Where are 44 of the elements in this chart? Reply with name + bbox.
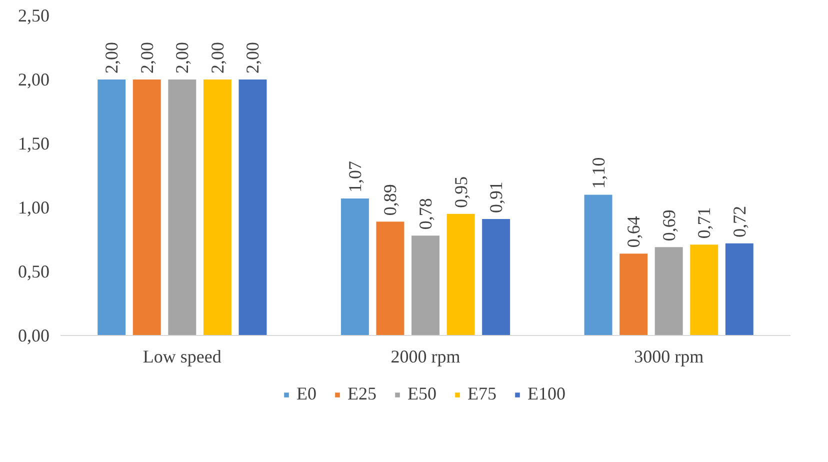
bar <box>98 80 126 336</box>
data-label: 1,07 <box>344 161 365 193</box>
data-label: 0,91 <box>486 182 506 214</box>
y-tick-label: 0,50 <box>18 262 50 282</box>
data-label: 0,71 <box>694 207 714 239</box>
legend-label: E0 <box>296 384 316 404</box>
bar <box>168 80 196 336</box>
bar <box>482 219 510 336</box>
bar <box>412 236 440 336</box>
y-tick-label: 1,00 <box>18 198 50 218</box>
bar <box>376 222 404 336</box>
bar <box>203 80 232 336</box>
y-tick-label: 2,00 <box>18 70 50 90</box>
data-label: 2,00 <box>172 42 192 74</box>
x-tick-label: 3000 rpm <box>634 346 704 366</box>
data-label: 2,00 <box>207 42 228 74</box>
bar <box>620 254 648 336</box>
bar <box>238 80 267 336</box>
data-label: 2,00 <box>102 42 122 74</box>
bar <box>340 198 369 336</box>
y-tick-label: 0,00 <box>18 326 50 346</box>
data-label: 0,78 <box>416 198 436 230</box>
bar <box>654 247 683 336</box>
bar <box>725 243 754 336</box>
legend-label: E50 <box>408 384 436 404</box>
data-label: 0,69 <box>658 210 679 242</box>
data-label: 0,95 <box>450 176 471 208</box>
bar <box>132 80 161 336</box>
data-label: 1,10 <box>588 157 608 189</box>
bar <box>446 214 475 336</box>
bar <box>584 194 612 336</box>
bar <box>690 244 718 336</box>
legend-label: E75 <box>468 384 496 404</box>
legend-label: E25 <box>348 384 376 404</box>
y-tick-label: 1,50 <box>18 134 50 154</box>
data-label: 0,72 <box>729 206 750 238</box>
y-tick-label: 2,50 <box>18 6 50 26</box>
data-label: 0,89 <box>380 184 400 216</box>
data-label: 2,00 <box>242 42 263 74</box>
x-tick-label: Low speed <box>142 346 222 366</box>
legend-label: E100 <box>528 384 566 404</box>
data-label: 0,64 <box>624 216 644 248</box>
x-tick-label: 2000 rpm <box>390 346 460 366</box>
data-label: 2,00 <box>136 42 157 74</box>
